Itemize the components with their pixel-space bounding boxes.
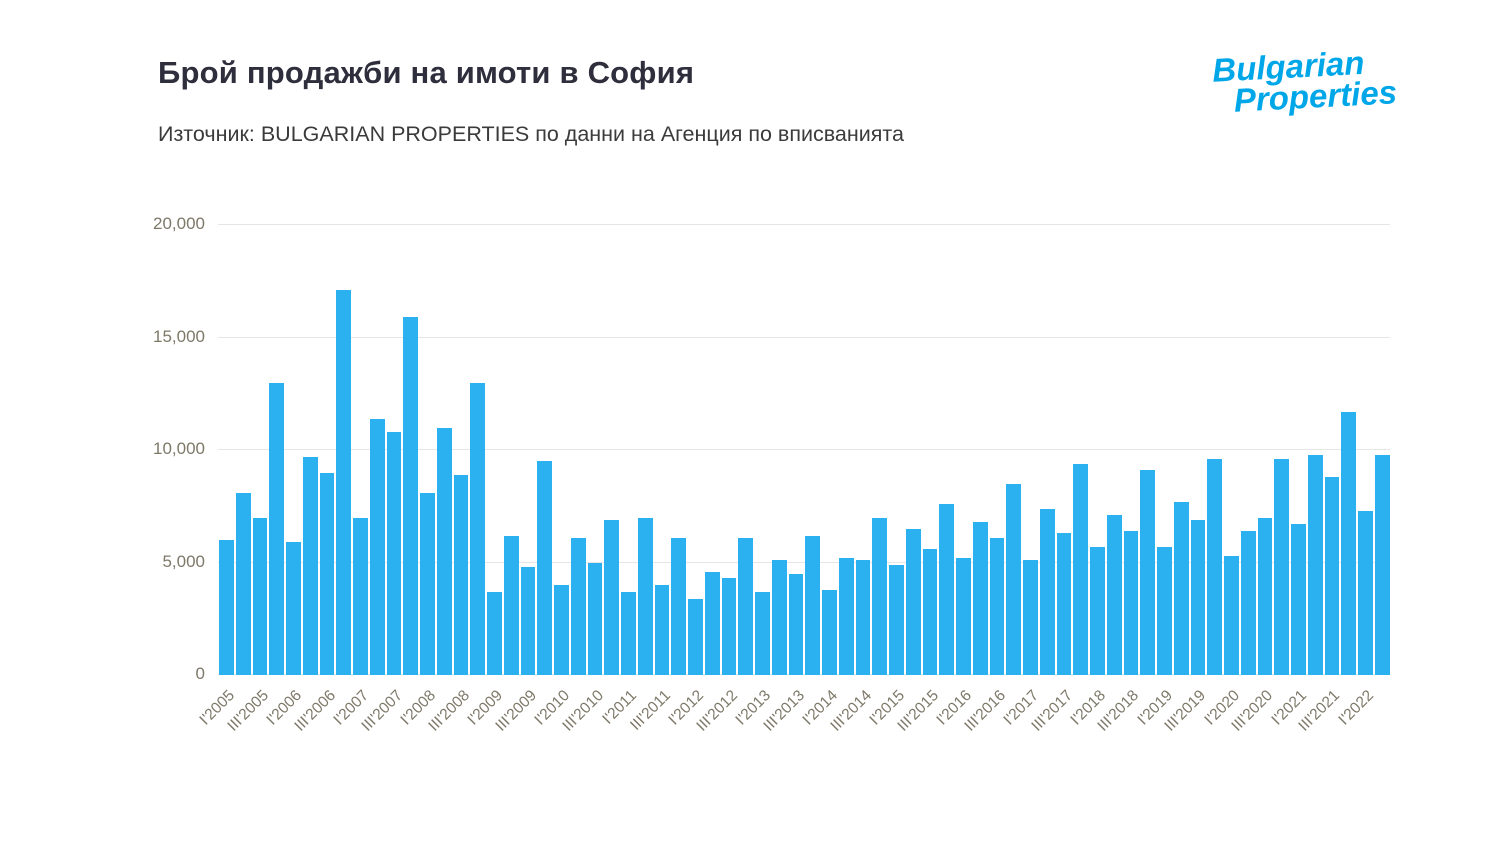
bar-IV'2008 (470, 382, 485, 675)
bar-II'2011 (637, 517, 653, 675)
bar-III'2012 (721, 578, 737, 675)
bar-I'2011 (621, 591, 636, 675)
bar-I'2009 (487, 591, 502, 675)
bar-III'2017 (1056, 533, 1072, 675)
gridline-15,000 (218, 336, 1390, 338)
y-tick-label: 0 (195, 664, 205, 683)
bar-IV'2019 (1207, 459, 1222, 675)
bar-III'2008 (453, 474, 469, 675)
bar-III'2006 (319, 472, 335, 675)
plot-area (218, 224, 1390, 675)
bar-IV'2018 (1140, 470, 1155, 675)
bar-I'2006 (286, 542, 301, 675)
bar-IV'2010 (604, 519, 619, 675)
bar-III'2007 (386, 432, 402, 675)
bar-I'2021 (1291, 524, 1306, 675)
bar-II'2005 (235, 492, 251, 675)
bar-I'2017 (1023, 560, 1038, 675)
bar-I'2010 (554, 585, 569, 675)
bar-IV'2011 (671, 537, 686, 675)
bar-II'2014 (838, 558, 854, 675)
bar-I'2016 (956, 558, 971, 675)
bulgarian-properties-logo: Bulgarian Properties (1211, 44, 1398, 120)
y-tick-label: 15,000 (153, 326, 205, 346)
bar-I'2005 (219, 540, 234, 675)
bar-I'2012 (688, 598, 703, 675)
bar-IV'2020 (1274, 459, 1289, 675)
bar-IV'2021 (1341, 411, 1356, 675)
bar-II'2019 (1173, 501, 1189, 675)
gridline-20,000 (218, 224, 1390, 225)
bar-III'2005 (252, 517, 268, 675)
bar-IV'2014 (872, 517, 887, 675)
bar-I'2018 (1090, 546, 1105, 675)
bar-II'2013 (771, 560, 787, 675)
bar-II'2006 (302, 456, 318, 675)
bar-II'2018 (1106, 515, 1122, 675)
bar-I'2007 (353, 517, 368, 675)
bar-III'2018 (1123, 531, 1139, 675)
y-tick-label: 5,000 (162, 551, 205, 571)
bar-IV'2007 (403, 317, 418, 675)
y-tick-label: 20,000 (153, 214, 205, 233)
bar-IV'2015 (939, 504, 954, 675)
bar-II'2016 (972, 522, 988, 675)
gridlines (218, 224, 1390, 675)
bar-III'2011 (654, 585, 670, 675)
bar-IV'2013 (805, 535, 820, 675)
bar-IV'2016 (1006, 483, 1021, 675)
bar-I'2019 (1157, 546, 1172, 675)
y-axis: 0 5,000 10,000 15,000 20,000 (105, 214, 205, 683)
bar-III'2013 (788, 573, 804, 675)
gridline-5,000 (218, 561, 1390, 563)
gridline-0 (218, 674, 1390, 675)
source-line: Източник: BULGARIAN PROPERTIES по данни … (158, 122, 904, 146)
bar-IV'2012 (738, 537, 753, 675)
bar-II'2009 (503, 535, 519, 675)
page-title: Брой продажби на имоти в София (158, 55, 695, 90)
bar-IV'2006 (336, 290, 351, 675)
bar-I'2015 (889, 564, 904, 675)
bar-III'2020 (1257, 517, 1273, 675)
bar-I'2022 (1358, 510, 1373, 675)
bar-I'2013 (755, 591, 770, 675)
bar-III'2019 (1190, 519, 1206, 675)
bar-II'2012 (704, 571, 720, 675)
bar-II'2007 (369, 418, 385, 675)
x-axis: I'2005 III'2005 I'2006 III'2006 I'2007 III'20… (197, 675, 1390, 785)
bar-II'2022 (1374, 454, 1390, 675)
bar-III'2021 (1324, 477, 1340, 675)
y-tick-label: 10,000 (153, 439, 205, 458)
bars (218, 225, 1390, 675)
bar-II'2008 (436, 427, 452, 675)
bar-II'2021 (1307, 454, 1323, 675)
bar-IV'2005 (269, 382, 284, 675)
bar-IV'2017 (1073, 463, 1088, 675)
gridline-10,000 (218, 449, 1390, 450)
bar-III'2015 (922, 549, 938, 675)
bar-II'2017 (1039, 508, 1055, 675)
bar-I'2014 (822, 589, 837, 675)
bar-II'2015 (905, 528, 921, 675)
bar-IV'2009 (537, 461, 552, 675)
bar-II'2010 (570, 537, 586, 675)
bar-III'2010 (587, 562, 603, 675)
bar-I'2008 (420, 492, 435, 675)
bar-II'2020 (1240, 531, 1256, 675)
logo-line2: Properties (1232, 73, 1398, 120)
x-tick-label: I'2022 (1335, 687, 1377, 729)
bar-III'2016 (989, 537, 1005, 675)
bar-III'2014 (855, 560, 871, 675)
bar-I'2020 (1224, 555, 1239, 675)
bar-III'2009 (520, 567, 536, 675)
